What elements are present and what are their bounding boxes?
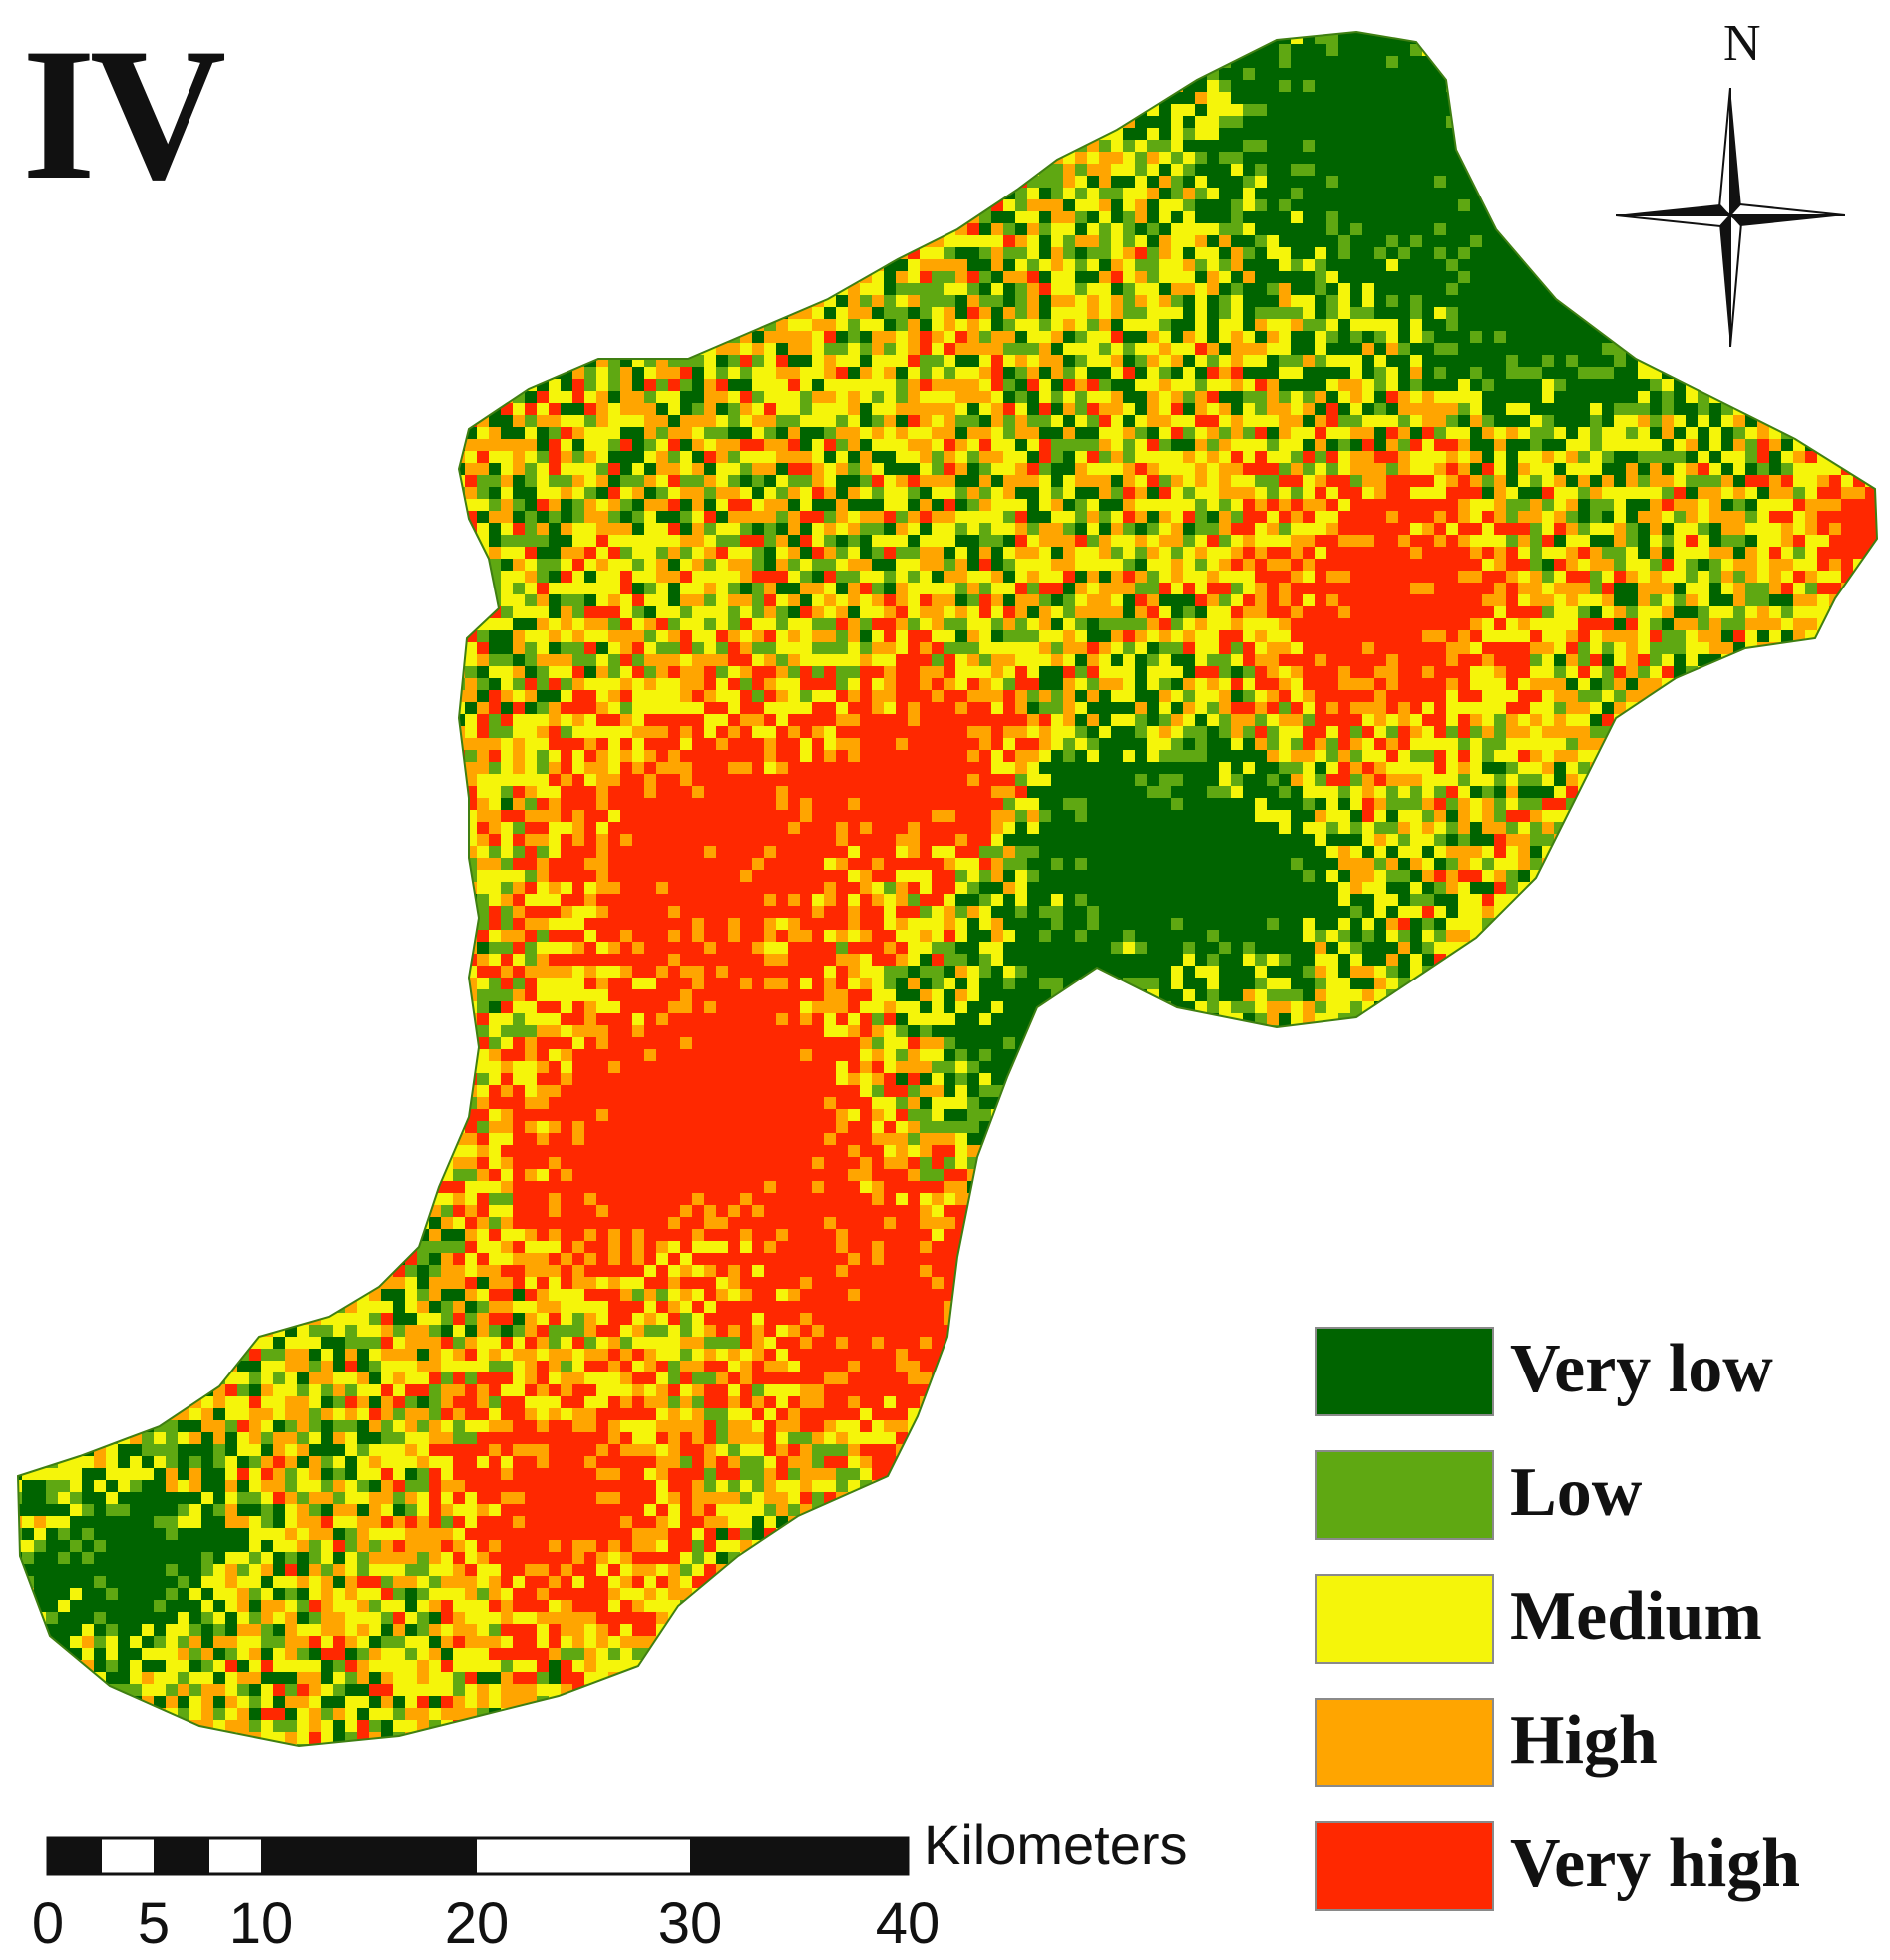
panel-label: IV xyxy=(22,20,226,209)
legend-swatch xyxy=(1315,1698,1494,1787)
legend-label: Medium xyxy=(1510,1582,1762,1652)
legend-swatch xyxy=(1315,1821,1494,1911)
basin-outline xyxy=(16,30,1879,1748)
scale-tick-label: 5 xyxy=(138,1895,170,1953)
legend-label: High xyxy=(1510,1706,1658,1775)
north-arrow-icon xyxy=(1616,88,1845,347)
legend-label: Very high xyxy=(1510,1829,1800,1899)
legend-label: Very low xyxy=(1510,1335,1773,1404)
scale-tick-label: 40 xyxy=(876,1895,941,1953)
scale-tick-label: 10 xyxy=(229,1895,294,1953)
north-label: N xyxy=(1723,18,1761,70)
scale-unit-label: Kilometers xyxy=(924,1817,1188,1873)
legend-label: Low xyxy=(1510,1458,1642,1528)
scale-tick-label: 30 xyxy=(658,1895,723,1953)
scale-tick-label: 20 xyxy=(445,1895,510,1953)
legend-swatch xyxy=(1315,1574,1494,1664)
scale-tick-label: 0 xyxy=(32,1895,64,1953)
legend-swatch xyxy=(1315,1450,1494,1540)
legend-swatch xyxy=(1315,1327,1494,1416)
